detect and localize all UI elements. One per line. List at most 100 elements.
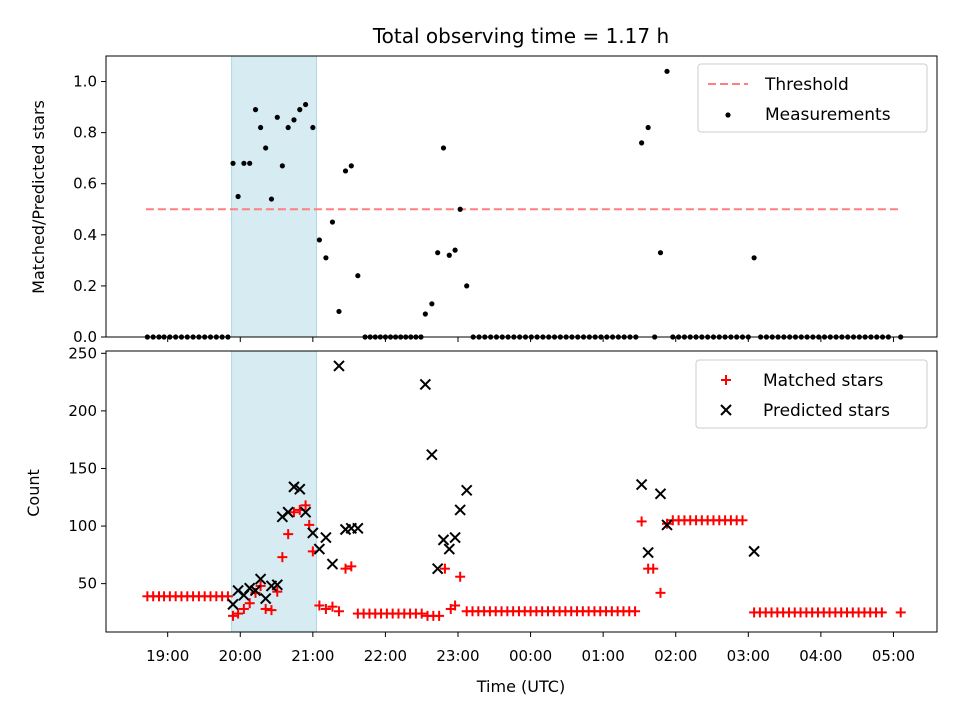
bottom-legend: Matched stars Predicted stars [695, 359, 928, 429]
predicted-star-point-b [460, 484, 473, 497]
predicted-star-point [313, 543, 326, 555]
matched-star-point [233, 608, 244, 619]
predicted-star-point-b [243, 582, 256, 594]
predicted-star-point-b [449, 531, 461, 544]
predicted-star-point-b [654, 488, 667, 500]
measurement-point [657, 250, 664, 256]
x-tick-label: 19:00 [146, 647, 189, 665]
predicted-star-point [454, 504, 466, 516]
predicted-star-point [227, 598, 239, 611]
bottom-y-tick-label: 200 [68, 402, 97, 420]
top-y-tick-label: 0.2 [73, 277, 97, 295]
x-tick-label: 23:00 [436, 647, 479, 665]
matched-star-point [277, 552, 288, 563]
bottom-y-tick-label: 50 [78, 575, 97, 593]
predicted-star-point-b [419, 378, 432, 391]
predicted-star-point [419, 378, 432, 391]
top-y-tick-label: 1.0 [73, 73, 97, 91]
matched-star-point [450, 600, 461, 611]
matched-star-point [630, 606, 641, 617]
measurement-point [257, 124, 264, 131]
predicted-star-point-b [313, 543, 326, 555]
measurement-point [342, 168, 349, 174]
predicted-star-point [320, 531, 332, 544]
measurement-point [252, 107, 259, 113]
top-axes-frame [105, 55, 938, 338]
measurement-point [664, 68, 670, 74]
matched-star-point [416, 608, 427, 619]
matched-star-point [244, 598, 255, 609]
predicted-star-point-b [748, 545, 760, 558]
predicted-star-point [282, 506, 294, 518]
top-y-axis-label: Matched/Predicted stars [29, 100, 48, 294]
measurement-point [645, 124, 651, 131]
bottom-legend-box [695, 359, 928, 429]
measurement-point [355, 273, 361, 279]
measurement-point [316, 237, 322, 243]
matched-star-point [737, 515, 748, 526]
measurement-point [751, 255, 757, 261]
matched-star-point [288, 507, 299, 518]
predicted-star-point-b [431, 562, 444, 575]
predicted-star-point [661, 519, 673, 531]
top-y-tick-label: 0.4 [73, 226, 97, 244]
top-legend: Threshold Measurements [697, 63, 928, 133]
top-legend-box [697, 63, 928, 133]
predicted-star-point [271, 579, 283, 591]
legend-matched-swatch [721, 375, 731, 385]
bottom-y-axis-label: Count [24, 469, 43, 517]
x-tick-label: 22:00 [364, 647, 407, 665]
predicted-star-point [333, 360, 345, 372]
measurement-point [639, 140, 645, 146]
predicted-star-point [654, 488, 667, 500]
predicted-star-point [243, 582, 256, 594]
matched-star-point [300, 500, 311, 511]
measurement-point [235, 193, 241, 200]
top-y-tick-label: 0.6 [73, 175, 97, 193]
measurement-point [422, 311, 428, 317]
predicted-star-point-b [249, 584, 262, 597]
predicted-star-point [437, 534, 450, 546]
matched-star-point [648, 563, 659, 574]
predicted-star-point-b [294, 483, 306, 495]
measurement-point [241, 160, 247, 166]
measurement-point [268, 196, 275, 202]
matched-star-point [266, 605, 277, 616]
predicted-star-point [307, 527, 319, 539]
measurement-point [452, 247, 458, 253]
measurement-point [291, 117, 297, 123]
measurement-point [446, 252, 452, 258]
x-tick-label: 03:00 [727, 647, 770, 665]
measurement-point [348, 163, 354, 169]
predicted-star-point [426, 448, 438, 461]
predicted-star-point-b [299, 506, 312, 518]
predicted-star-point-b [320, 531, 332, 544]
predicted-star-point [449, 531, 461, 544]
predicted-star-point-b [454, 504, 466, 516]
predicted-star-point [642, 546, 654, 559]
predicted-star-point [249, 584, 262, 597]
x-tick-label: 02:00 [654, 647, 697, 665]
measurement-point [457, 206, 463, 212]
matched-star-point [228, 610, 239, 621]
legend-matched-label: Matched stars [763, 371, 883, 391]
predicted-star-point [288, 481, 300, 493]
matched-star-point [283, 529, 294, 540]
top-panel: 0.0 0.2 0.4 0.6 0.8 1.0 Threshold Measurements [73, 55, 938, 346]
measurement-point [464, 283, 470, 289]
predicted-star-point-b [271, 579, 283, 591]
matched-star-point [272, 586, 283, 597]
matched-star-point [320, 603, 331, 614]
predicted-star-point [460, 484, 473, 497]
predicted-star-point-b [635, 478, 648, 491]
predicted-star-point [259, 592, 272, 605]
measurement-point [429, 301, 435, 307]
bottom-y-tick-label: 150 [68, 459, 97, 477]
top-highlight-span [231, 55, 317, 338]
measurement-point [302, 101, 309, 108]
predicted-star-point-b [282, 506, 294, 518]
x-tick-label: 21:00 [291, 647, 334, 665]
matched-star-point [434, 610, 445, 621]
matched-star-point [340, 563, 351, 574]
